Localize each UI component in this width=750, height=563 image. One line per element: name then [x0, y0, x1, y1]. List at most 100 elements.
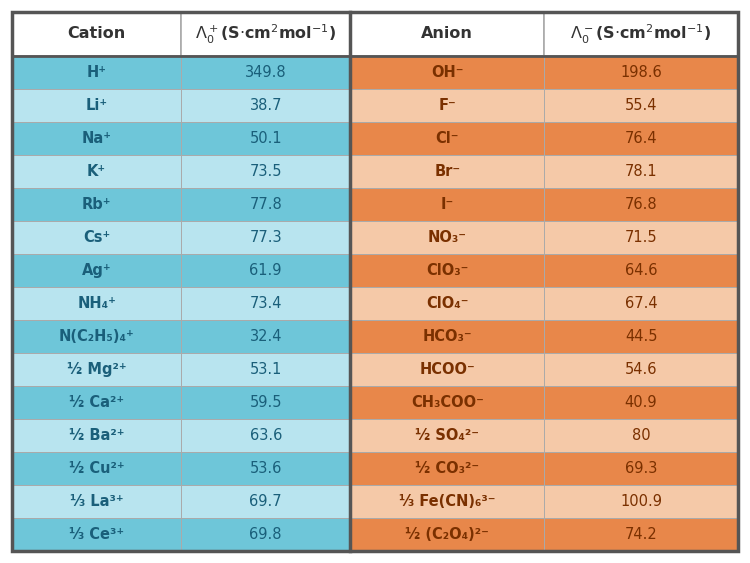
Text: ClO₄⁻: ClO₄⁻: [426, 296, 469, 311]
Bar: [12, 452, 181, 485]
Text: ⅓ La³⁺: ⅓ La³⁺: [70, 494, 124, 509]
Text: Br⁻: Br⁻: [434, 164, 460, 179]
Text: N(C₂H₅)₄⁺: N(C₂H₅)₄⁺: [58, 329, 134, 344]
Text: 73.5: 73.5: [250, 164, 282, 179]
Text: Ag⁺: Ag⁺: [82, 263, 112, 278]
Text: 71.5: 71.5: [625, 230, 658, 245]
Bar: [350, 188, 544, 221]
Bar: [182, 12, 350, 56]
Bar: [544, 353, 738, 386]
Bar: [544, 485, 738, 518]
Bar: [12, 386, 181, 419]
Text: 73.4: 73.4: [250, 296, 282, 311]
Bar: [544, 419, 738, 452]
Text: 61.9: 61.9: [250, 263, 282, 278]
Bar: [12, 353, 181, 386]
Bar: [12, 122, 181, 155]
Text: 77.8: 77.8: [249, 197, 282, 212]
Bar: [12, 320, 181, 353]
Bar: [12, 155, 181, 188]
Text: $\Lambda_0^-$(S$\cdot$cm$^2$mol$^{-1}$): $\Lambda_0^-$(S$\cdot$cm$^2$mol$^{-1}$): [571, 23, 712, 46]
Bar: [182, 353, 350, 386]
Text: 78.1: 78.1: [625, 164, 658, 179]
Text: I⁻: I⁻: [440, 197, 454, 212]
Text: 53.1: 53.1: [250, 362, 282, 377]
Bar: [544, 188, 738, 221]
Bar: [12, 89, 181, 122]
Bar: [12, 254, 181, 287]
Bar: [350, 89, 544, 122]
Text: $\Lambda_0^+$(S$\cdot$cm$^2$mol$^{-1}$): $\Lambda_0^+$(S$\cdot$cm$^2$mol$^{-1}$): [195, 23, 336, 46]
Bar: [544, 122, 738, 155]
Text: 76.4: 76.4: [625, 131, 658, 146]
Text: 198.6: 198.6: [620, 65, 662, 80]
Bar: [350, 452, 544, 485]
Bar: [182, 155, 350, 188]
Text: 69.7: 69.7: [250, 494, 282, 509]
Bar: [350, 12, 544, 56]
Bar: [12, 287, 181, 320]
Bar: [12, 56, 181, 89]
Text: OH⁻: OH⁻: [431, 65, 464, 80]
Bar: [350, 122, 544, 155]
Bar: [544, 254, 738, 287]
Text: 53.6: 53.6: [250, 461, 282, 476]
Text: ½ (C₂O₄)²⁻: ½ (C₂O₄)²⁻: [405, 527, 489, 542]
Text: 74.2: 74.2: [625, 527, 658, 542]
Bar: [544, 386, 738, 419]
Bar: [350, 56, 544, 89]
Text: 69.8: 69.8: [250, 527, 282, 542]
Bar: [12, 419, 181, 452]
Text: 50.1: 50.1: [250, 131, 282, 146]
Text: ⅓ Ce³⁺: ⅓ Ce³⁺: [69, 527, 124, 542]
Text: NO₃⁻: NO₃⁻: [427, 230, 466, 245]
Bar: [12, 221, 181, 254]
Bar: [182, 122, 350, 155]
Text: H⁺: H⁺: [86, 65, 106, 80]
Bar: [350, 221, 544, 254]
Bar: [544, 287, 738, 320]
Text: ½ SO₄²⁻: ½ SO₄²⁻: [416, 428, 479, 443]
Bar: [544, 320, 738, 353]
Bar: [182, 419, 350, 452]
Bar: [12, 188, 181, 221]
Text: 40.9: 40.9: [625, 395, 658, 410]
Text: Cs⁺: Cs⁺: [83, 230, 110, 245]
Text: 69.3: 69.3: [625, 461, 657, 476]
Text: 64.6: 64.6: [625, 263, 657, 278]
Bar: [544, 89, 738, 122]
Bar: [350, 485, 544, 518]
Bar: [544, 56, 738, 89]
Text: Cl⁻: Cl⁻: [436, 131, 459, 146]
Bar: [12, 518, 181, 551]
Text: 63.6: 63.6: [250, 428, 282, 443]
Text: Anion: Anion: [422, 26, 473, 42]
Text: ½ Ba²⁺: ½ Ba²⁺: [69, 428, 124, 443]
Bar: [182, 485, 350, 518]
Text: 55.4: 55.4: [625, 98, 657, 113]
Text: 44.5: 44.5: [625, 329, 657, 344]
Text: 67.4: 67.4: [625, 296, 658, 311]
Bar: [182, 188, 350, 221]
Text: NH₄⁺: NH₄⁺: [77, 296, 116, 311]
Bar: [544, 221, 738, 254]
Text: F⁻: F⁻: [438, 98, 456, 113]
Bar: [350, 419, 544, 452]
Bar: [182, 89, 350, 122]
Bar: [350, 320, 544, 353]
Text: ½ Mg²⁺: ½ Mg²⁺: [67, 362, 127, 377]
Text: 80: 80: [632, 428, 650, 443]
Text: Na⁺: Na⁺: [82, 131, 112, 146]
Bar: [182, 254, 350, 287]
Bar: [350, 386, 544, 419]
Bar: [350, 518, 544, 551]
Bar: [350, 287, 544, 320]
Text: ½ Cu²⁺: ½ Cu²⁺: [69, 461, 124, 476]
Bar: [544, 155, 738, 188]
Text: ClO₃⁻: ClO₃⁻: [426, 263, 469, 278]
Text: 77.3: 77.3: [250, 230, 282, 245]
Text: 59.5: 59.5: [250, 395, 282, 410]
Text: HCO₃⁻: HCO₃⁻: [422, 329, 472, 344]
Text: 76.8: 76.8: [625, 197, 658, 212]
Text: 349.8: 349.8: [245, 65, 286, 80]
